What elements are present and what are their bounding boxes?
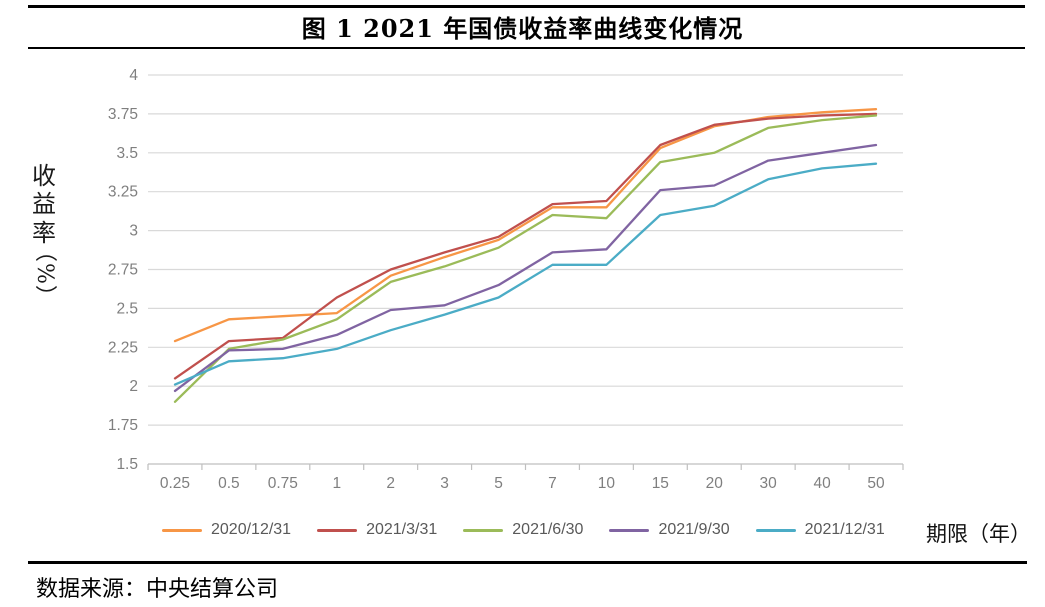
legend-swatch-icon [317,528,358,532]
x-tick-label: 2 [386,475,395,492]
x-tick-label: 20 [706,475,724,492]
x-tick-label: 0.75 [268,475,298,492]
legend-item: 2021/3/31 [317,521,437,539]
legend-label: 2021/12/31 [804,521,885,538]
y-tick-label: 2.5 [116,300,138,317]
chart-legend: 2020/12/31 2021/3/31 2021/6/30 2021/9/30 202… [162,521,885,539]
x-tick-label: 7 [548,475,557,492]
x-tick-label: 40 [813,475,831,492]
y-tick-label: 3.25 [108,184,138,201]
legend-item: 2021/12/31 [755,521,885,539]
y-tick-label: 2 [129,378,138,395]
legend-swatch-icon [755,528,796,532]
legend-item: 2020/12/31 [162,521,291,539]
series-line-2021-3-31 [173,112,878,380]
y-tick-label: 3 [129,223,138,240]
y-tick-label: 4 [129,67,138,84]
legend-item: 2021/9/30 [609,521,730,539]
top-rule [28,5,1025,8]
title-underline-rule [28,47,1025,49]
x-tick-label: 0.5 [218,475,240,492]
data-source-text: 数据来源：中央结算公司 [36,577,279,602]
y-tick-label: 3.75 [108,106,138,123]
y-tick-label: 2.75 [108,262,138,279]
x-tick-label: 50 [867,475,885,492]
series-line-2021-6-30 [173,114,878,403]
y-axis-title: 收益率 （%） [10,162,78,308]
x-tick-label: 30 [760,475,778,492]
legend-label: 2021/3/31 [366,521,438,538]
chart-svg: 1.5 1.75 2 2.25 2.5 2.75 3 3.25 3.5 3.75 4 0.25 0.5 0… [108,67,904,492]
series-line-2021-12-31 [173,162,878,386]
y-tick-label: 3.5 [116,145,138,162]
x-tick-label: 5 [494,475,503,492]
legend-label: 2021/6/30 [512,521,584,538]
x-tick-label: 1 [332,475,341,492]
y-tick-label: 2.25 [108,339,138,356]
y-axis-title-text: 收益率 [31,162,56,247]
x-tick-label: 3 [440,475,449,492]
legend-label: 2021/9/30 [658,521,730,538]
series-line-2021-9-30 [173,143,878,393]
series-line-2020-12-31 [173,108,878,343]
legend-swatch-icon [609,528,650,532]
x-axis-title: 期限（年） [926,522,1031,546]
legend-swatch-icon [463,528,504,532]
y-tick-label: 1.75 [108,417,138,434]
figure-title: 图 1 2021 年国债收益率曲线变化情况 [301,14,744,43]
x-tick-label: 0.25 [160,475,190,492]
legend-label: 2020/12/31 [211,521,292,538]
y-tick-label: 1.5 [116,456,138,473]
x-tick-label: 15 [652,475,669,492]
x-tick-label: 10 [598,475,616,492]
legend-swatch-icon [162,528,202,532]
legend-item: 2021/6/30 [463,521,583,539]
bottom-rule [28,561,1027,564]
